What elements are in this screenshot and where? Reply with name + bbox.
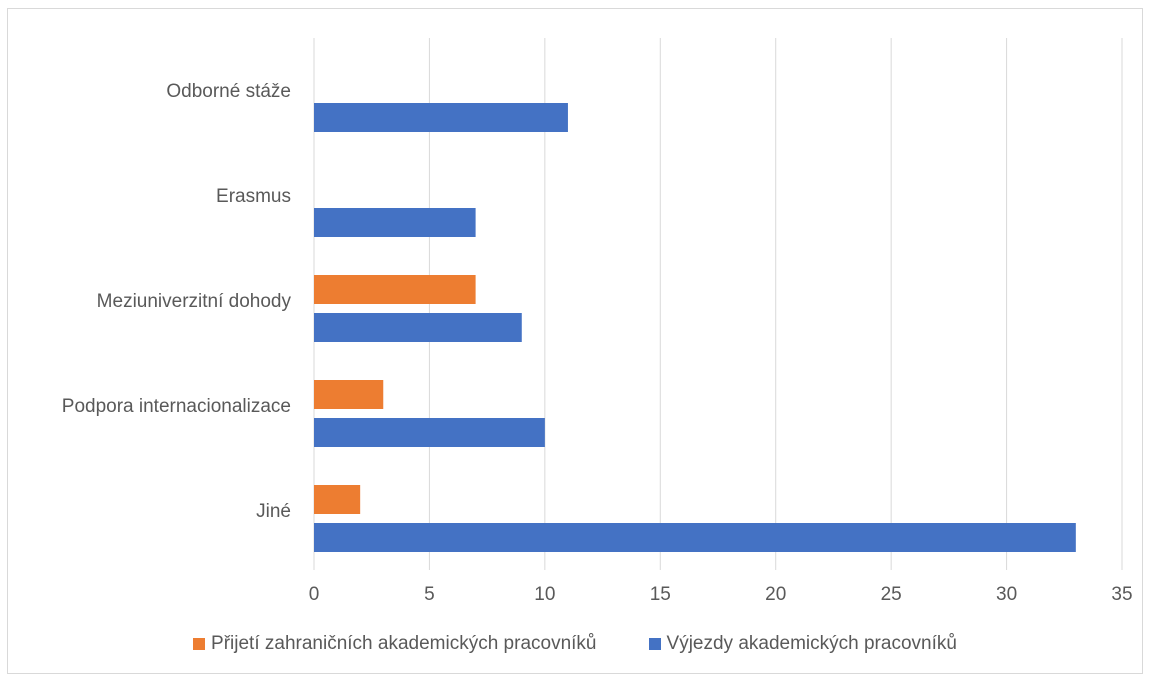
category-label: Odborné stáže xyxy=(166,81,291,102)
chart-frame xyxy=(7,8,1143,674)
category-label: Jiné xyxy=(256,501,291,522)
bar-prijeti xyxy=(314,380,384,409)
bar-vyjezdy xyxy=(314,313,522,342)
legend: Přijetí zahraničních akademických pracov… xyxy=(0,633,1150,655)
bars xyxy=(314,103,1076,552)
bar-prijeti xyxy=(314,485,361,514)
legend-label-vyjezdy: Výjezdy akademických pracovníků xyxy=(666,633,957,654)
legend-swatch-vyjezdy xyxy=(648,638,661,650)
x-tick-label: 35 xyxy=(1111,584,1132,605)
x-tick-label: 0 xyxy=(309,584,320,605)
x-tick-labels: 0 5 10 15 20 25 30 35 xyxy=(309,584,1133,605)
x-tick-label: 20 xyxy=(765,584,786,605)
legend-item-prijeti: Přijetí zahraničních akademických pracov… xyxy=(193,633,597,655)
category-labels: Jiné Podpora internacionalizace Meziuniver… xyxy=(62,81,292,522)
bar-vyjezdy xyxy=(314,418,545,447)
category-label: Erasmus xyxy=(216,186,291,207)
x-tick-label: 10 xyxy=(534,584,555,605)
category-label: Meziuniverzitní dohody xyxy=(97,291,292,312)
bar-vyjezdy xyxy=(314,523,1076,552)
bar-vyjezdy xyxy=(314,103,568,132)
legend-label-prijeti: Přijetí zahraničních akademických pracov… xyxy=(211,633,597,654)
bar-prijeti xyxy=(314,275,476,304)
legend-swatch-prijeti xyxy=(193,638,206,650)
x-tick-label: 15 xyxy=(650,584,671,605)
x-tick-label: 25 xyxy=(881,584,902,605)
legend-item-vyjezdy: Výjezdy akademických pracovníků xyxy=(648,633,957,655)
x-tick-label: 5 xyxy=(424,584,435,605)
category-label: Podpora internacionalizace xyxy=(62,396,291,417)
x-tick-label: 30 xyxy=(996,584,1017,605)
bar-vyjezdy xyxy=(314,208,476,237)
